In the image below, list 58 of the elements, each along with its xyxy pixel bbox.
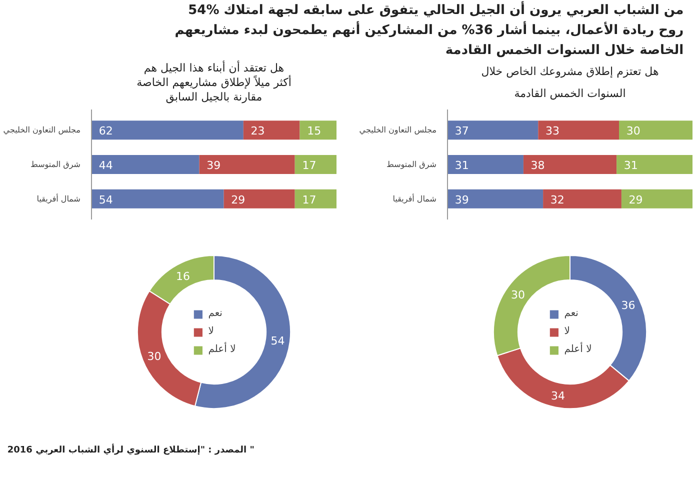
bar	[448, 155, 524, 174]
legend-label: لا أعلم	[564, 344, 592, 355]
data-label: 30	[147, 350, 162, 364]
chart-subtitle: هل تعتزم إطلاق مشروعك الخاص خلال السنوات الخمس القادمة	[481, 65, 659, 100]
bar	[294, 189, 336, 208]
data-label: 33	[546, 124, 560, 138]
bar	[243, 120, 300, 140]
chart-subtitle: هل تعتقد أن أبناء هذا الجيل هم أكثر ميلاً لإطلاق مشاريعهم الخاصة مقارنة بالجيل السابق	[136, 60, 292, 104]
bar	[224, 189, 295, 208]
data-label: 17	[302, 159, 316, 172]
bar	[448, 189, 544, 208]
bar	[621, 189, 692, 208]
y-tick-label: مجلس التعاون الخليجي	[359, 126, 437, 135]
data-label: 31	[454, 159, 469, 172]
data-label: 37	[454, 124, 469, 138]
legend-label: لا	[564, 326, 571, 337]
bar	[294, 155, 336, 174]
data-label: 29	[628, 193, 643, 206]
data-label: 34	[550, 390, 565, 403]
data-label: 30	[510, 288, 525, 302]
data-label: 31	[624, 159, 638, 172]
data-label: 23	[250, 124, 265, 138]
chart-title: 54% من الشباب العربي يرون أن الجيل الحالي يتفوق على سابقه لجهة امتلاك روح ريادة الأعمال، بينما أشار 36% من المشاركين أنهم يطمحون لبدء مشاريعهم الخاصة خلال السنوات الخمس القادمة	[174, 1, 684, 58]
y-tick-label: شرق المتوسط	[386, 160, 437, 169]
data-label: 39	[454, 193, 469, 206]
bar	[538, 120, 619, 140]
data-label: 54	[98, 193, 113, 206]
data-label: 36	[621, 299, 636, 312]
data-label: 29	[231, 193, 246, 206]
legend-label: نعم	[208, 308, 224, 319]
legend-label: لا	[208, 326, 215, 337]
bar	[523, 155, 617, 174]
data-label: 30	[626, 124, 640, 138]
data-label: 54	[270, 334, 285, 348]
data-label: 62	[98, 124, 113, 138]
bar	[199, 155, 295, 174]
data-label: 17	[302, 193, 316, 206]
data-label: 38	[530, 159, 545, 172]
data-label: 39	[206, 159, 221, 172]
bar	[619, 120, 692, 140]
y-tick-label: شرق المتوسط	[30, 160, 81, 169]
legend-label: لا أعلم	[208, 344, 236, 355]
y-tick-label: شمال أفريقيا	[392, 193, 437, 204]
legend-label: نعم	[564, 308, 580, 319]
bar	[92, 189, 224, 208]
data-label: 16	[176, 270, 190, 284]
y-tick-label: شمال أفريقيا	[36, 193, 81, 204]
bar	[543, 189, 622, 208]
bar	[92, 155, 200, 174]
data-label: 32	[550, 193, 564, 206]
bar	[616, 155, 692, 174]
y-tick-label: مجلس التعاون الخليجي	[3, 126, 81, 135]
text: المصدر : "إستطلاع السنوي لرأي الشباب العربي 2016 "	[7, 444, 254, 456]
bar	[300, 120, 336, 140]
bar	[448, 120, 538, 140]
data-label: 15	[307, 124, 322, 138]
bar	[92, 120, 244, 140]
data-label: 44	[98, 159, 113, 172]
